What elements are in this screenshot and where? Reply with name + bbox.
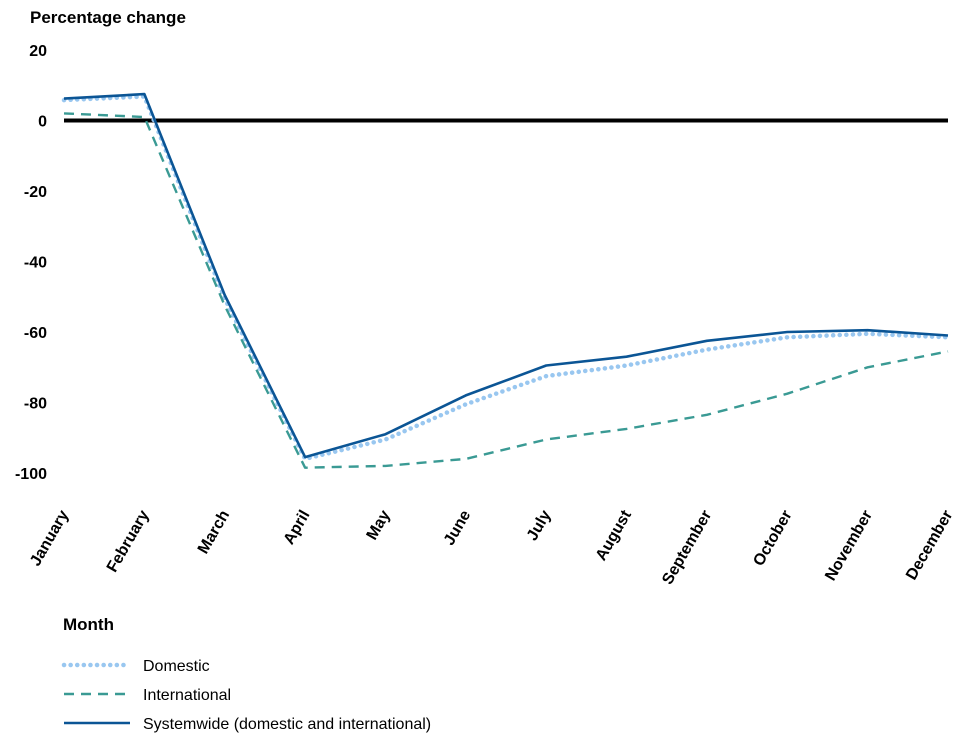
y-axis-ticks: 20 0 -20 -40 -60 -80 -100 bbox=[15, 43, 47, 483]
series-line-international bbox=[63, 112, 949, 469]
legend-label: International bbox=[143, 687, 231, 704]
x-axis-ticks: January February March April May June July Augu… bbox=[27, 507, 956, 588]
x-tick-label: November bbox=[822, 508, 876, 584]
legend-label: Domestic bbox=[143, 658, 210, 675]
x-tick-label: October bbox=[750, 508, 795, 570]
x-tick-label: April bbox=[281, 508, 314, 548]
x-tick-label: March bbox=[195, 508, 233, 557]
y-tick-label: -80 bbox=[24, 396, 47, 413]
series-lines bbox=[61, 92, 951, 469]
x-tick-label: June bbox=[441, 507, 474, 548]
y-tick-label: -100 bbox=[15, 466, 47, 483]
legend-label: Systemwide (domestic and international) bbox=[143, 716, 431, 733]
x-tick-label: February bbox=[104, 507, 153, 575]
x-tick-label: December bbox=[903, 508, 956, 584]
x-tick-label: August bbox=[593, 507, 636, 564]
x-tick-label: July bbox=[524, 507, 555, 543]
x-tick-label: May bbox=[364, 507, 394, 543]
y-tick-label: 20 bbox=[29, 43, 47, 60]
y-tick-label: -60 bbox=[24, 325, 47, 342]
x-axis-title: Month bbox=[63, 615, 114, 634]
series-line-systemwide-domestic-and-international bbox=[63, 92, 949, 459]
x-tick-label: September bbox=[659, 508, 715, 588]
y-tick-label: 0 bbox=[38, 114, 47, 131]
y-axis-title: Percentage change bbox=[30, 8, 186, 27]
y-tick-label: -40 bbox=[24, 255, 47, 272]
legend: Domestic International Systemwide (domesti… bbox=[61, 658, 431, 733]
y-tick-label: -20 bbox=[24, 184, 47, 201]
x-tick-label: January bbox=[27, 507, 72, 569]
series-line-domestic bbox=[61, 94, 951, 462]
